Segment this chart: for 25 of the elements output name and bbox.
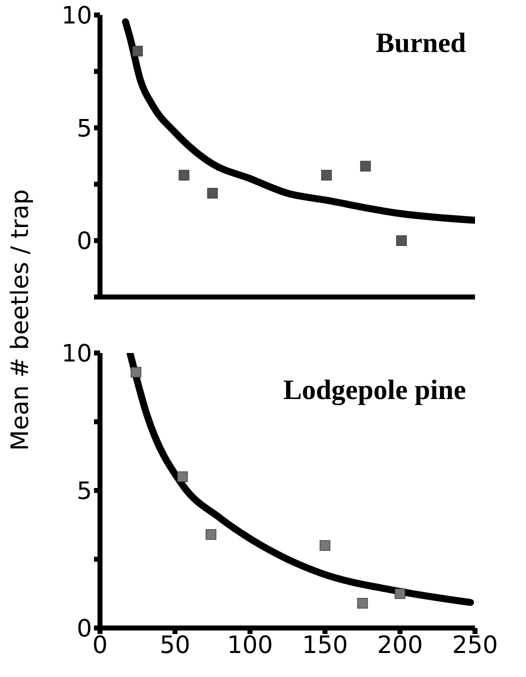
x-tick-label: 200 — [377, 631, 423, 660]
point — [207, 188, 218, 199]
x-tick-label: 100 — [227, 631, 273, 660]
point — [394, 588, 406, 599]
text: Burned — [376, 28, 466, 60]
point — [320, 540, 330, 551]
y-tick-label: 10 — [61, 2, 92, 30]
text: Lodgepole pine — [283, 375, 466, 407]
point — [357, 598, 368, 609]
x-tick-label: 50 — [160, 631, 190, 660]
point — [206, 529, 216, 540]
y-axis-title: Mean # beetles / trap — [6, 189, 34, 451]
x-tick-label: 250 — [452, 631, 498, 660]
point — [396, 235, 407, 246]
y-tick-label: 5 — [76, 114, 92, 142]
point — [177, 471, 188, 482]
point — [132, 46, 143, 56]
y-tick-label: 0 — [76, 227, 92, 256]
point — [178, 170, 190, 180]
point — [130, 366, 142, 378]
point — [321, 170, 332, 180]
y-tick-label: 10 — [61, 340, 92, 368]
point — [360, 160, 371, 172]
y-tick-label: 5 — [76, 477, 92, 506]
x-tick-label: 150 — [302, 631, 348, 660]
